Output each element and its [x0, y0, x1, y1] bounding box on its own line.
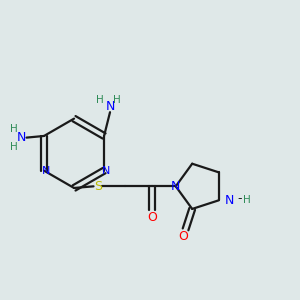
Text: H: H: [11, 142, 18, 152]
Text: -: -: [237, 192, 242, 205]
Text: N: N: [17, 131, 26, 144]
Text: H: H: [113, 94, 121, 105]
Text: N: N: [105, 100, 115, 113]
Text: H: H: [11, 124, 18, 134]
Text: S: S: [94, 180, 102, 193]
Text: N: N: [171, 180, 180, 193]
Text: O: O: [147, 211, 157, 224]
Text: N: N: [41, 166, 50, 176]
Text: H: H: [96, 94, 104, 105]
Text: N: N: [101, 166, 110, 176]
Text: O: O: [178, 230, 188, 243]
Text: N: N: [225, 194, 234, 207]
Text: H: H: [243, 195, 250, 205]
